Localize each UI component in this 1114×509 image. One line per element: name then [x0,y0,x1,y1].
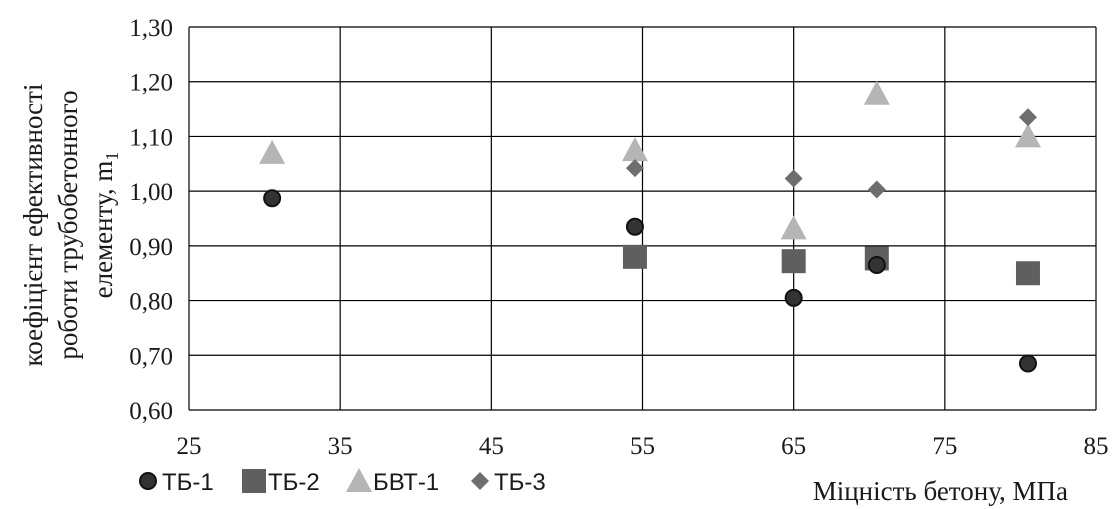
legend: ТБ-1 ТБ-2 БВТ-1 ТБ-3 [139,468,546,496]
legend-label: БВТ-1 [373,469,439,496]
data-point-diamond [867,180,886,199]
legend-marker-circle [139,472,157,490]
y-tick-label: 0,70 [129,343,173,370]
y-tick-labels: 0,60 0,70 0,80 0,90 1,00 1,10 1,20 1,30 [129,15,173,425]
y-axis-title-line-1: коефіцієнт ефективності [18,84,48,367]
legend-marker-square [242,469,266,493]
data-point-triangle [1014,123,1041,148]
data-point-diamond [784,169,803,188]
data-point-diamond [625,159,644,178]
y-axis-title-line-3: елементу, m1 [88,152,122,299]
data-point-circle [784,288,803,307]
data-point-triangle [259,139,286,164]
y-axis-title-line-3-text: елементу, m [88,161,118,299]
y-tick-label: 0,80 [129,289,173,316]
x-tick-label: 85 [1084,433,1109,460]
legend-label: ТБ-1 [162,469,214,496]
data-point-diamond [1018,108,1037,127]
data-point-circle [625,217,644,236]
legend-label: ТБ-3 [494,469,546,496]
y-axis-title-line-2: роботи трубобетонного [53,90,83,359]
y-axis-title-subscript: 1 [102,152,122,161]
data-point-circle [867,256,886,275]
x-tick-label: 65 [781,433,806,460]
data-point-square [622,244,647,269]
legend-marker-diamond [471,472,489,490]
x-tick-label: 75 [932,433,957,460]
data-point-triangle [621,137,648,162]
data-point-circle [1018,354,1037,373]
data-point-square [781,249,806,274]
x-tick-label: 45 [479,433,504,460]
data-point-triangle [863,80,890,105]
x-tick-labels: 25 35 45 55 65 75 85 [177,433,1109,460]
data-point-square [1015,261,1040,286]
grid-lines [188,26,1097,411]
y-tick-label: 1,20 [129,70,173,97]
y-tick-label: 1,30 [129,15,173,42]
data-points [259,80,1041,373]
data-point-triangle [780,215,807,240]
y-tick-label: 0,60 [129,398,173,425]
legend-label: ТБ-2 [268,469,320,496]
y-tick-label: 1,00 [129,179,173,206]
y-tick-label: 1,10 [129,124,173,151]
x-tick-label: 25 [177,433,202,460]
data-point-circle [263,189,282,208]
x-axis-title: Міцність бетону, МПа [813,476,1068,506]
x-tick-label: 55 [630,433,655,460]
legend-marker-triangle [346,468,372,492]
x-tick-label: 35 [328,433,353,460]
y-tick-label: 0,90 [129,234,173,261]
y-axis-title: коефіцієнт ефективності роботи трубобето… [18,84,122,367]
